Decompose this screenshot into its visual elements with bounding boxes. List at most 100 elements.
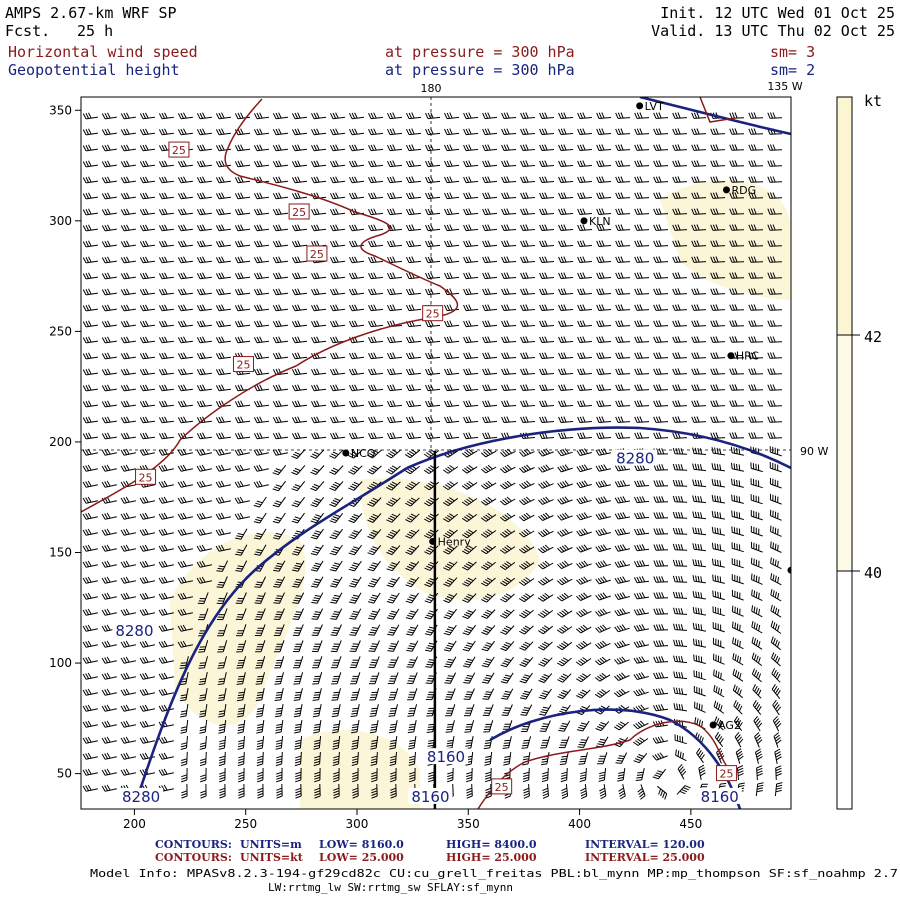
wind-barb <box>558 320 574 327</box>
wind-barb <box>139 144 155 152</box>
wind-barb <box>330 624 342 636</box>
wind-barb <box>653 144 669 151</box>
wind-barb <box>674 734 687 745</box>
wind-barb <box>672 543 688 551</box>
wind-barb <box>388 688 399 701</box>
wind-barb <box>329 481 344 491</box>
wind-barb <box>692 543 706 552</box>
wind-barb <box>557 464 573 473</box>
wind-barb <box>462 577 477 587</box>
wind-barb <box>748 384 764 391</box>
wind-barb <box>463 416 479 424</box>
wind-barb <box>615 384 631 391</box>
wind-barb <box>692 606 706 616</box>
wind-barb <box>254 592 266 604</box>
wind-barb <box>538 480 554 489</box>
wind-barb <box>520 384 536 391</box>
field2-level: at pressure = 300 hPa <box>385 61 575 79</box>
wind-barb <box>120 688 136 696</box>
wind-barb <box>196 368 212 376</box>
wind-barb <box>557 528 573 537</box>
station-dot <box>722 186 730 194</box>
wind-barb <box>538 657 553 667</box>
station-dot <box>787 566 791 574</box>
wind-barb <box>330 288 346 296</box>
wind-barb <box>196 240 212 248</box>
wind-barb <box>139 304 155 312</box>
wind-barb <box>595 480 612 488</box>
wind-barb <box>120 144 136 152</box>
station-label: AG2 <box>718 719 741 732</box>
wind-barb <box>539 144 555 151</box>
wind-barb <box>158 560 174 568</box>
wind-barb <box>368 112 384 120</box>
wind-barb <box>349 640 361 652</box>
wind-barb <box>767 256 783 263</box>
wind-barb <box>461 497 478 506</box>
wind-barb <box>577 272 593 279</box>
wind-barb <box>101 720 117 728</box>
wind-barb <box>349 400 365 408</box>
wind-barb <box>501 304 517 311</box>
wind-barb <box>101 656 117 664</box>
wind-barb <box>756 765 763 781</box>
wind-barb <box>215 512 231 520</box>
wind-barb <box>595 528 611 536</box>
wind-barb <box>330 224 346 232</box>
wind-barb <box>295 767 302 783</box>
wind-barb <box>632 737 649 746</box>
wind-barb <box>672 495 688 503</box>
wind-barb <box>558 336 574 343</box>
low-1: LOW= 8160.0 <box>319 838 404 851</box>
wind-barb <box>577 192 593 199</box>
wind-barb <box>386 497 401 507</box>
wind-barb <box>672 336 688 343</box>
wind-barb <box>577 240 593 247</box>
wind-barb <box>633 608 649 616</box>
wind-barb <box>177 368 193 376</box>
wind-barb <box>520 320 536 327</box>
wind-barb <box>350 703 360 717</box>
wind-barb <box>196 400 212 408</box>
wind-barb <box>218 735 226 750</box>
wind-barb <box>272 304 289 312</box>
wind-barb <box>691 240 707 247</box>
wind-barb <box>595 512 611 520</box>
wind-barb <box>234 448 250 456</box>
wind-barb <box>596 112 612 119</box>
wind-barb <box>653 592 669 599</box>
wind-barb <box>521 736 532 749</box>
wind-barb <box>519 609 534 619</box>
wind-barb <box>406 368 422 376</box>
wind-barb <box>101 672 117 680</box>
wind-barb <box>311 624 323 636</box>
wind-barb <box>614 608 630 617</box>
wind-barb <box>691 224 707 231</box>
wind-barb <box>177 176 193 184</box>
wind-barb <box>558 288 574 295</box>
wind-barb <box>217 656 227 669</box>
wind-barb <box>615 176 631 183</box>
wind-barb <box>672 352 688 359</box>
wind-barb <box>389 767 397 783</box>
wind-barb <box>501 704 513 716</box>
x-axis: 200 250 300 350 400 450 <box>123 809 702 831</box>
wind-barb <box>767 112 783 119</box>
wind-barb <box>158 240 174 248</box>
wind-barb <box>273 624 285 637</box>
wind-barb <box>82 352 98 360</box>
wind-barb <box>577 352 593 359</box>
wind-barb <box>291 256 308 264</box>
wind-barb <box>234 368 251 376</box>
wind-barb <box>444 320 460 328</box>
x-tick-label: 400 <box>568 817 591 831</box>
wind-barb <box>576 480 592 489</box>
contour-top <box>639 97 791 136</box>
wind-barb <box>291 512 305 524</box>
wind-barb <box>596 416 612 423</box>
wind-barb <box>408 767 416 783</box>
wind-barb <box>767 304 783 311</box>
wind-barb <box>692 479 707 488</box>
wind-barb <box>501 384 517 391</box>
wind-barb <box>541 767 549 783</box>
